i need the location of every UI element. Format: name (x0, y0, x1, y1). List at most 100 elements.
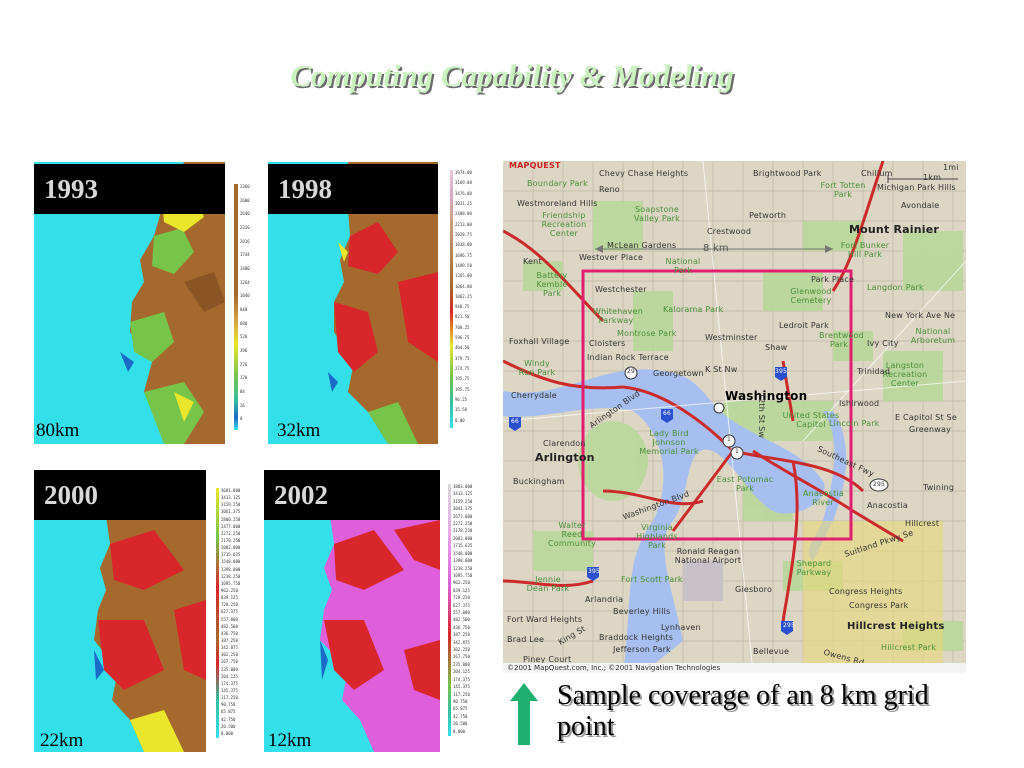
legend-tick: 627.375 (453, 602, 470, 608)
legend-tick: 3974.00 (455, 170, 472, 175)
label-anacostia: Anacostia (867, 501, 908, 510)
map-8km-label: 8 km (703, 243, 729, 254)
terrain-map-2002: 2002 (264, 470, 440, 752)
map-scale-km: 1km (923, 173, 942, 182)
legend-tick: 3169.08 (455, 180, 472, 186)
label-westmoreland: Westmoreland Hills (517, 199, 598, 208)
legend-tick: 1238.250 (453, 565, 473, 571)
legend-tick: 195.75 (455, 386, 470, 392)
terrain-map-2000: 2000 (34, 470, 206, 752)
legend-tick: 1715.625 (221, 552, 241, 558)
label-cherrydale: Cherrydale (511, 391, 557, 400)
highway-66-west: 66 (511, 418, 520, 425)
legend-tick: 3476.00 (455, 190, 472, 196)
label-glenwood: Glenwood Cemetery (790, 287, 832, 305)
legend-tick: 235.000 (221, 666, 238, 672)
legend-2000 (216, 488, 219, 738)
legend-tick: 2272.250 (221, 530, 241, 536)
resolution-label-1993: 80km (36, 420, 80, 441)
legend-tick: 2360 (240, 184, 250, 189)
label-fort-totten: Fort Totten Park (820, 181, 866, 199)
legend-tick: 90.750 (453, 698, 468, 704)
label-trinidad: Trinidad (857, 367, 891, 376)
legend-tick: 145.375 (453, 684, 470, 690)
legend-tick: 145.375 (221, 688, 238, 693)
label-chillum: Chillum (861, 169, 893, 178)
legend-tick: 1064.00 (455, 283, 472, 289)
label-shepard-parkway: Shepard Parkway (796, 559, 832, 577)
label-national-park: National Park (665, 257, 701, 275)
legend-tick: 2677.000 (453, 513, 473, 519)
terrain-2002-graphic (320, 470, 440, 752)
legend-tick: 35.50 (455, 407, 468, 413)
legend-tick: 2800.250 (221, 516, 241, 522)
legend-tick: 728.250 (453, 595, 470, 601)
label-buckingham: Buckingham (513, 477, 565, 486)
legend-tick: 1062.25 (455, 293, 472, 299)
legend-tick: 3041.375 (453, 506, 473, 512)
highway-66: 66 (663, 410, 672, 417)
label-brightwood: Brightwood Park (753, 169, 822, 178)
legend-tick: 20.500 (221, 723, 236, 729)
label-us-capitol: United States Capitol (782, 411, 840, 429)
label-michigan-park: Michigan Park Hills (877, 183, 956, 192)
legend-tick: 96.25 (455, 397, 468, 403)
label-lincoln-park: Lincoln Park (829, 419, 880, 428)
legend-tick: 174.375 (221, 680, 238, 686)
legend-tick: 557.000 (453, 610, 470, 615)
legend-tick: 3159.250 (221, 502, 241, 508)
legend-tick: 267.750 (453, 654, 470, 660)
label-friendship: Friendship Recreation Center (541, 211, 587, 238)
label-clarendon: Clarendon (543, 439, 586, 448)
legend-tick: 839.125 (453, 587, 470, 593)
label-ishirwood: Ishirwood (839, 399, 880, 408)
legend-tick: 117.250 (221, 695, 238, 701)
legend-tick: 520 (240, 334, 248, 340)
legend-tick: 1548.000 (453, 550, 473, 556)
label-avondale: Avondale (901, 201, 940, 210)
terrain-map-1993: 1993 (34, 162, 225, 444)
label-kalorama: Kalorama Park (663, 305, 724, 314)
legend-tick: 267.750 (221, 659, 238, 665)
legend-tick: 1040 (240, 293, 250, 299)
terrain-map-1998: 1998 (268, 162, 438, 444)
label-hillcrest-heights: Hillcrest Heights (847, 621, 945, 632)
label-arlington: Arlington (535, 451, 595, 464)
year-badge-1998: 1998 (268, 164, 438, 214)
legend-tick: 174.375 (453, 676, 470, 682)
legend-tick: 1480 (240, 266, 250, 271)
highway-1: 1 (727, 436, 732, 443)
label-ronald-reagan: Ronald Reagan National Airport (674, 547, 742, 565)
label-fort-scott: Fort Scott Park (621, 575, 683, 584)
legend-tick: 302.250 (221, 652, 238, 658)
legend-tick: 26 (240, 402, 245, 408)
highway-295-south: 295 (783, 622, 796, 629)
legend-tick: 120 (240, 375, 248, 381)
label-giesboro: Giesboro (735, 585, 773, 594)
legend-tick: 2028.75 (455, 231, 472, 237)
label-whitehaven: Whitehaven Parkway (593, 307, 643, 325)
label-braddock: Braddock Heights (599, 633, 674, 642)
legend-tick: 276 (240, 361, 248, 367)
legend-tick: 20.500 (453, 721, 468, 727)
legend-tick: 2477.000 (221, 523, 241, 529)
legend-tick: 596.75 (455, 335, 470, 341)
legend-tick: 3681.000 (221, 488, 241, 493)
legend-tick: 1264 (240, 279, 250, 285)
label-anacostia-river: Anacostia River (803, 489, 844, 507)
legend-tick: 1095.750 (453, 572, 473, 578)
highway-395-south: 395 (588, 568, 601, 575)
label-mount-rainier: Mount Rainier (849, 223, 940, 236)
label-petworth: Petworth (749, 211, 787, 220)
legend-tick: 0.000 (221, 730, 234, 736)
label-foxhall: Foxhall Village (509, 337, 570, 346)
label-lady-bird: Lady Bird Johnson Memorial Park (639, 429, 699, 456)
label-reno: Reno (599, 185, 620, 194)
legend-tick: 2082.000 (453, 535, 473, 541)
legend-tick: 3159.250 (453, 498, 473, 504)
terrain-1993-graphic (120, 162, 225, 444)
legend-tick: 680 (240, 320, 248, 326)
label-east-potomac: East Potomac Park (716, 475, 774, 493)
label-park-place: Park Place (811, 275, 855, 284)
label-westminster: Westminster (705, 333, 758, 342)
